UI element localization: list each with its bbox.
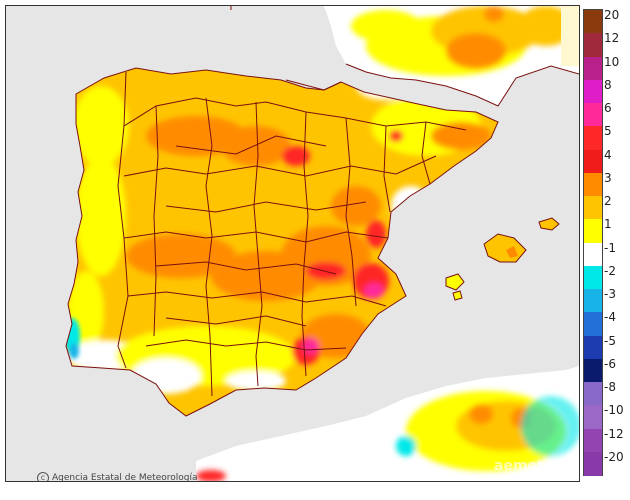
legend-swatch [584,358,602,383]
legend-swatch [584,126,602,150]
legend-tick-label: 12 [604,31,620,46]
legend-tick-label: 5 [604,124,612,139]
legend-tick-label: -8 [604,380,616,394]
copyright-icon: c [37,472,49,481]
color-legend [583,9,603,476]
legend-tick-label: 2 [604,194,612,208]
legend-tick-label: -3 [604,287,616,301]
legend-swatch [584,451,602,476]
legend-tick-label: -1 [604,240,616,255]
legend-swatch [584,312,602,336]
legend-tick-label: -5 [604,333,616,348]
legend-tick-label: 3 [604,170,612,185]
legend-swatch [584,103,602,127]
legend-swatch [584,428,602,453]
legend-tick-label: -12 [604,426,624,441]
legend-tick-label: 4 [604,147,612,162]
legend-swatch [584,172,602,197]
balearic-islands [445,217,560,301]
legend-swatch [584,10,602,34]
legend-tick-label: -20 [604,449,624,464]
legend-tick-label: 1 [604,217,612,232]
legend-tick-label: 8 [604,77,612,92]
legend-swatch [584,265,602,290]
temperature-anomaly-map: c Agencia Estatal de Meteorología aemet [5,5,580,482]
legend-tick-label: -4 [604,310,616,325]
legend-tick-label: 6 [604,101,612,115]
legend-tick-label: 10 [604,54,620,69]
legend-swatch [584,56,602,81]
legend-swatch [584,242,602,267]
aemet-watermark: aemet [494,458,544,474]
administrative-borders [65,6,579,417]
legend-swatch [584,289,602,313]
legend-tick-label: -2 [604,263,616,278]
legend-swatch [584,405,602,429]
legend-swatch [584,335,602,360]
legend-tick-label: 20 [604,8,620,22]
legend-swatch [584,33,602,57]
credit-line: c Agencia Estatal de Meteorología [37,472,198,482]
legend-swatch [584,382,602,406]
map-canvas [6,6,579,481]
legend-swatch [584,219,602,243]
legend-tick-label: -6 [604,356,616,371]
legend-swatch [584,79,602,104]
legend-tick-label: -10 [604,403,624,418]
credit-text: Agencia Estatal de Meteorología [52,473,198,482]
legend-swatch [584,196,602,220]
legend-swatch [584,149,602,174]
